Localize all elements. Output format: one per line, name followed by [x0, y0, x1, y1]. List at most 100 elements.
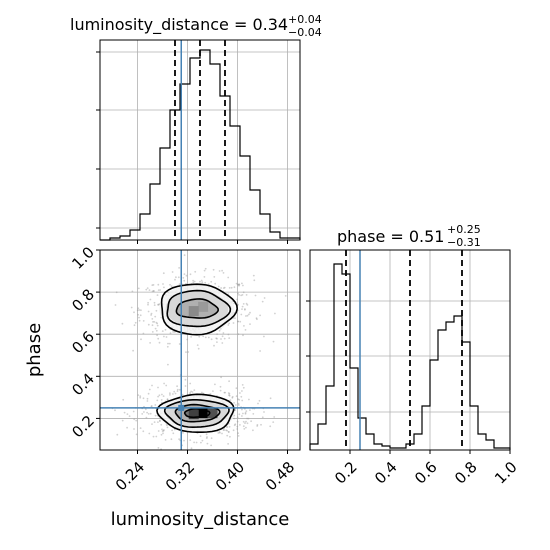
sample-point — [243, 325, 245, 327]
sample-point — [204, 336, 207, 339]
sample-point — [193, 389, 196, 391]
truth-crosshair — [100, 250, 300, 450]
sample-point — [153, 304, 156, 306]
sample-point — [157, 430, 160, 432]
sample-point — [157, 303, 159, 306]
sample-point — [172, 432, 175, 435]
sample-point — [237, 333, 240, 336]
sample-point — [173, 331, 176, 333]
sample-point — [228, 287, 231, 289]
sample-point — [229, 435, 231, 438]
sample-point — [163, 286, 165, 289]
sample-point — [249, 409, 251, 411]
sample-point — [121, 322, 124, 325]
sample-point — [244, 411, 247, 414]
sample-point — [146, 411, 149, 414]
contour-line-1-1 — [174, 403, 221, 423]
sample-point — [217, 285, 220, 288]
sample-point — [232, 429, 235, 432]
sample-point — [195, 441, 198, 444]
sample-point — [148, 388, 151, 391]
sample-point — [200, 441, 202, 444]
sample-point — [245, 302, 248, 305]
phase-title-sup: +0.25 — [447, 223, 481, 236]
sample-point — [244, 422, 246, 424]
sample-point — [168, 342, 171, 345]
sample-point — [238, 413, 241, 416]
sample-point — [198, 335, 201, 338]
sample-point — [176, 390, 179, 392]
sample-point — [235, 395, 238, 398]
sample-point — [237, 320, 239, 323]
sample-point — [160, 399, 163, 401]
sample-point — [165, 336, 168, 338]
sample-point — [235, 387, 238, 390]
sample-point — [169, 283, 171, 286]
axes-frame — [309, 249, 511, 451]
sample-point — [242, 386, 245, 389]
sample-point — [229, 399, 232, 401]
sample-point — [151, 324, 154, 327]
sample-point — [157, 395, 160, 398]
sample-point — [252, 274, 255, 277]
sample-point — [160, 423, 163, 426]
axis-ticks — [306, 300, 511, 454]
sample-point — [244, 412, 247, 415]
sample-point — [158, 394, 161, 397]
sample-point — [131, 290, 134, 293]
sample-point — [150, 405, 153, 408]
sample-point — [161, 393, 163, 396]
x-tick-label-2: 0.6 — [411, 458, 441, 488]
sample-point — [142, 332, 145, 335]
sample-point — [122, 398, 125, 401]
sample-point — [234, 404, 237, 406]
sample-point — [137, 307, 140, 310]
sample-point — [135, 419, 138, 422]
sample-point — [236, 420, 239, 423]
sample-point — [220, 376, 223, 379]
sample-point — [145, 288, 148, 291]
sample-point — [176, 385, 179, 388]
contour-line-0-0 — [175, 298, 220, 319]
sample-point — [253, 279, 256, 282]
sample-point — [218, 431, 221, 433]
sample-point — [134, 321, 137, 324]
sample-point — [220, 338, 222, 340]
sample-point — [233, 402, 236, 404]
sample-point — [147, 413, 150, 415]
sample-point — [201, 439, 204, 442]
sample-point — [147, 323, 150, 326]
gridlines — [100, 40, 300, 240]
contour-line-1-0 — [183, 407, 211, 419]
sample-point — [260, 423, 262, 426]
sample-point — [273, 416, 276, 418]
sample-point — [159, 419, 161, 422]
sample-point — [148, 289, 151, 291]
sample-point — [172, 331, 175, 333]
sample-point — [216, 341, 218, 343]
sample-point — [227, 431, 230, 433]
sample-point — [245, 294, 248, 296]
sample-point — [248, 398, 250, 401]
sample-point — [226, 429, 229, 432]
sample-point — [189, 382, 192, 385]
sample-point — [205, 433, 208, 436]
sample-point — [241, 282, 243, 285]
sample-point — [170, 438, 173, 441]
sample-point — [223, 391, 226, 394]
sample-point — [236, 425, 239, 428]
sample-point — [163, 429, 165, 431]
sample-point — [205, 437, 208, 439]
sample-point — [233, 286, 236, 289]
sample-point — [153, 421, 156, 423]
sample-point — [171, 429, 174, 432]
sample-point — [149, 298, 152, 301]
quantile-lines — [174, 40, 226, 240]
sample-point — [241, 308, 243, 310]
sample-point — [178, 343, 181, 345]
sample-point — [123, 411, 126, 414]
sample-point — [218, 270, 221, 272]
sample-point — [246, 314, 249, 317]
sample-point — [245, 420, 247, 423]
sample-point — [252, 429, 254, 432]
